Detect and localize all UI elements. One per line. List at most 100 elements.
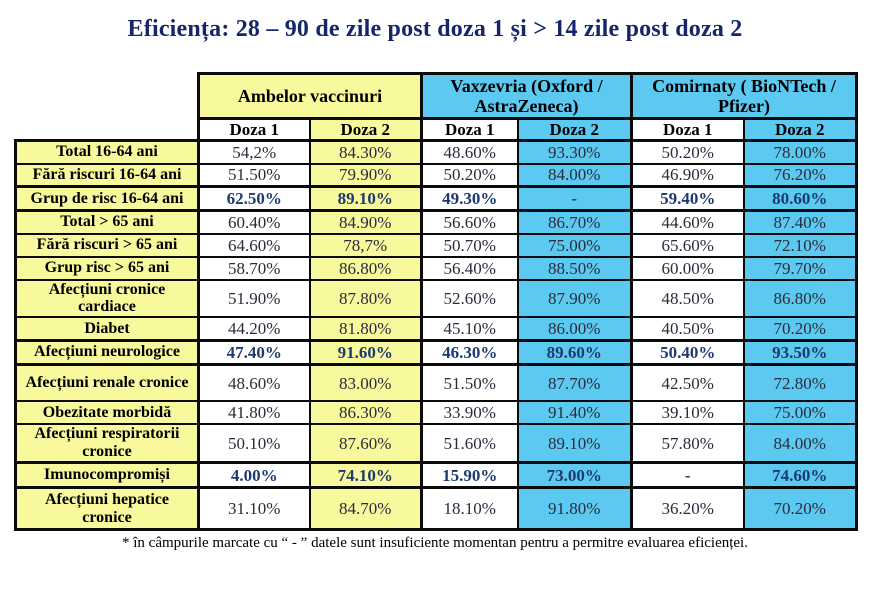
value-cell: 78,7% [308,232,423,258]
value-cell: 36.20% [630,486,745,532]
table-row: Total 16-64 ani 54,2% 84.30% 48.60% 93.30% 50… [14,139,859,165]
table-row: Fără riscuri 16-64 ani 51.50% 79.90% 50.20%… [14,162,859,188]
value-cell: 83.00% [308,363,423,403]
value-cell: 51.90% [197,278,311,319]
table-row: Afecțiuni neurologice 47.40% 91.60% 46.30% 8… [14,338,859,366]
row-label: Total > 65 ani [14,209,200,235]
value-cell: 78.00% [742,139,859,165]
value-cell: 87.60% [308,423,423,464]
table-row: Afecțiuni cronice cardiace 51.90% 87.80% 52… [14,278,859,319]
value-cell: 88.50% [516,255,633,281]
value-cell: 84.70% [308,486,423,532]
value-cell: 50.20% [420,162,519,188]
value-cell: 89.60% [516,338,633,366]
value-cell: 87.90% [516,278,633,319]
value-cell: 40.50% [630,316,745,342]
group-header-vaxzevria: Vaxzevria (Oxford / AstraZeneca) [420,72,633,120]
value-cell: 86.30% [308,400,423,426]
value-cell: 51.60% [420,423,519,464]
value-cell: 59.40% [630,185,745,213]
value-cell: 74.10% [308,461,423,490]
table-row: Grup de risc 16-64 ani 62.50% 89.10% 49.30%… [14,185,859,213]
value-cell: 75.00% [516,232,633,258]
value-cell: 52.60% [420,278,519,319]
blank-corner-cell [15,73,199,119]
value-cell: 44.60% [630,209,745,235]
value-cell: 15.90% [420,461,519,490]
value-cell: 50.10% [197,423,311,464]
value-cell: 79.90% [308,162,423,188]
value-cell: 87.40% [742,209,859,235]
row-label: Afecțiuni renale cronice [14,363,200,403]
value-cell: 87.80% [308,278,423,319]
value-cell: 45.10% [420,316,519,342]
table-row: Afecțiuni hepatice cronice 31.10% 84.70% 18… [14,486,859,532]
group-header-row: Ambelor vaccinuri Vaxzevria (Oxford / As… [15,72,859,120]
dose-header-both-d1: Doza 1 [197,117,311,143]
value-cell: 86.80% [308,255,423,281]
row-label: Afecțiuni cronice cardiace [14,278,200,319]
value-cell: 87.70% [516,363,633,403]
value-cell: 44.20% [197,316,311,342]
row-label: Total 16-64 ani [14,139,200,165]
value-cell: 49.30% [420,185,519,213]
value-cell: 62.50% [197,185,311,213]
value-cell: 31.10% [197,486,311,532]
dose-header-vax-d2: Doza 2 [516,117,633,143]
value-cell: 56.40% [420,255,519,281]
value-cell: 39.10% [630,400,745,426]
blank-corner-cell [15,118,199,141]
efficiency-table: Ambelor vaccinuri Vaxzevria (Oxford / As… [14,72,859,532]
value-cell: - [516,185,633,213]
row-label: Afecțiuni hepatice cronice [14,486,200,532]
row-label: Afecțiuni neurologice [14,338,200,366]
value-cell: 50.20% [630,139,745,165]
value-cell: 70.20% [742,316,859,342]
value-cell: 84.90% [308,209,423,235]
value-cell: 72.80% [742,363,859,403]
value-cell: 79.70% [742,255,859,281]
value-cell: 46.90% [630,162,745,188]
value-cell: 50.70% [420,232,519,258]
value-cell: 60.40% [197,209,311,235]
value-cell: 41.80% [197,400,311,426]
row-label: Grup risc > 65 ani [14,255,200,281]
value-cell: 89.10% [308,185,423,213]
row-label: Obezitate morbidă [14,400,200,426]
footnote: * în câmpurile marcate cu “ - ” datele s… [122,535,748,551]
row-label: Afecțiuni respiratorii cronice [14,423,200,464]
value-cell: 93.30% [516,139,633,165]
table-row: Afecțiuni renale cronice 48.60% 83.00% 51.5… [14,363,859,403]
dose-header-com-d2: Doza 2 [742,117,859,143]
row-label: Grup de risc 16-64 ani [14,185,200,213]
value-cell: 50.40% [630,338,745,366]
value-cell: 51.50% [197,162,311,188]
value-cell: 76.20% [742,162,859,188]
value-cell: 51.50% [420,363,519,403]
value-cell: - [630,461,745,490]
value-cell: 84.00% [742,423,859,464]
table-row: Imunocompromiși 4.00% 74.10% 15.90% 73.00% -7… [14,461,859,490]
value-cell: 64.60% [197,232,311,258]
value-cell: 86.70% [516,209,633,235]
value-cell: 86.00% [516,316,633,342]
value-cell: 60.00% [630,255,745,281]
dose-header-vax-d1: Doza 1 [420,117,519,143]
table-row: Diabet 44.20% 81.80% 45.10% 86.00% 40.50% 70.2… [14,316,859,342]
value-cell: 91.60% [308,338,423,366]
value-cell: 48.50% [630,278,745,319]
value-cell: 48.60% [197,363,311,403]
value-cell: 70.20% [742,486,859,532]
value-cell: 42.50% [630,363,745,403]
value-cell: 54,2% [197,139,311,165]
value-cell: 46.30% [420,338,519,366]
value-cell: 89.10% [516,423,633,464]
table-row: Total > 65 ani 60.40% 84.90% 56.60% 86.70% 44… [14,209,859,235]
table-row: Obezitate morbidă 41.80% 86.30% 33.90% 91.40… [14,400,859,426]
value-cell: 4.00% [197,461,311,490]
dose-header-row: Doza 1 Doza 2 Doza 1 Doza 2 Doza 1 Doza … [15,117,859,143]
value-cell: 86.80% [742,278,859,319]
value-cell: 75.00% [742,400,859,426]
value-cell: 91.80% [516,486,633,532]
